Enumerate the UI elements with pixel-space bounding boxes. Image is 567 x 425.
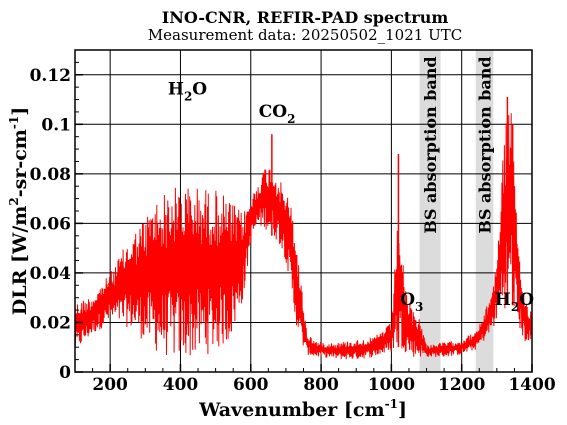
chart-subtitle: Measurement data: 20250502_1021 UTC [148, 26, 462, 44]
band-label: BS absorption band [421, 56, 440, 233]
x-tick-label: 1200 [438, 375, 485, 395]
y-tick-label: 0.02 [30, 313, 71, 333]
annotation-subscript: 2 [511, 300, 519, 314]
absorption-band [475, 50, 494, 372]
annotation-tail: O [519, 290, 534, 310]
x-tick-label: 600 [233, 375, 269, 395]
y-tick-label: 0.08 [30, 165, 71, 185]
annotation-subscript: 3 [415, 300, 423, 314]
y-tick-label: 0.06 [30, 214, 71, 234]
x-tick-label: 1000 [368, 375, 415, 395]
x-tick-label: 800 [303, 375, 339, 395]
x-tick-label: 400 [163, 375, 199, 395]
annotation-co2: CO2 [259, 102, 296, 126]
annotation-main: CO [259, 102, 288, 122]
y-tick-label: 0 [59, 363, 71, 383]
y-tick-label: 0.04 [30, 264, 72, 284]
annotation-subscript: 2 [184, 90, 192, 104]
y-axis-label: DLR [W/m2-sr-cm-1] [7, 107, 31, 315]
annotation-main: O [400, 290, 415, 310]
annotation-main: H [168, 80, 184, 100]
annotation-subscript: 2 [287, 112, 295, 126]
x-axis-label: Wavenumber [cm-1] [198, 397, 407, 421]
x-tick-label: 1400 [508, 375, 555, 395]
y-tick-label: 0.1 [41, 115, 71, 135]
annotation-h2o-left: H2O [168, 80, 207, 104]
band-label: BS absorption band [476, 56, 495, 233]
annotation-o3: O3 [400, 290, 423, 314]
absorption-band [419, 50, 441, 372]
annotation-tail: O [192, 80, 207, 100]
x-tick-label: 200 [92, 375, 128, 395]
chart-title: INO-CNR, REFIR-PAD spectrum [162, 8, 449, 27]
spectrum-line [74, 113, 533, 360]
tick-layer: 200 400 600 800 1000 1200 1400 0 0.02 0.04 0.06 0.0… [30, 61, 556, 395]
series-layer [74, 97, 533, 360]
y-tick-label: 0.12 [30, 66, 71, 86]
bands-layer: BS absorption band BS absorption band [419, 50, 495, 372]
annotation-h2o-right: H2O [495, 290, 534, 314]
annotation-main: H [495, 290, 511, 310]
